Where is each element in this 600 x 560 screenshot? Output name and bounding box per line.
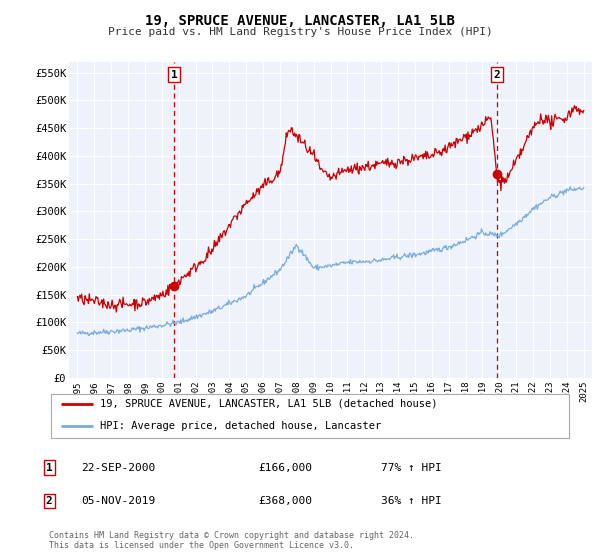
- FancyBboxPatch shape: [50, 394, 569, 438]
- Text: Contains HM Land Registry data © Crown copyright and database right 2024.
This d: Contains HM Land Registry data © Crown c…: [49, 531, 414, 550]
- Text: 05-NOV-2019: 05-NOV-2019: [81, 496, 155, 506]
- Text: HPI: Average price, detached house, Lancaster: HPI: Average price, detached house, Lanc…: [101, 421, 382, 431]
- Text: 77% ↑ HPI: 77% ↑ HPI: [381, 463, 442, 473]
- Text: 2: 2: [493, 69, 500, 80]
- Text: 1: 1: [46, 463, 53, 473]
- Text: £166,000: £166,000: [258, 463, 312, 473]
- Text: 36% ↑ HPI: 36% ↑ HPI: [381, 496, 442, 506]
- Text: 2: 2: [46, 496, 53, 506]
- Text: 19, SPRUCE AVENUE, LANCASTER, LA1 5LB: 19, SPRUCE AVENUE, LANCASTER, LA1 5LB: [145, 14, 455, 28]
- Text: £368,000: £368,000: [258, 496, 312, 506]
- Text: 19, SPRUCE AVENUE, LANCASTER, LA1 5LB (detached house): 19, SPRUCE AVENUE, LANCASTER, LA1 5LB (d…: [101, 399, 438, 409]
- Text: 1: 1: [170, 69, 178, 80]
- Text: Price paid vs. HM Land Registry's House Price Index (HPI): Price paid vs. HM Land Registry's House …: [107, 27, 493, 37]
- Text: 22-SEP-2000: 22-SEP-2000: [81, 463, 155, 473]
